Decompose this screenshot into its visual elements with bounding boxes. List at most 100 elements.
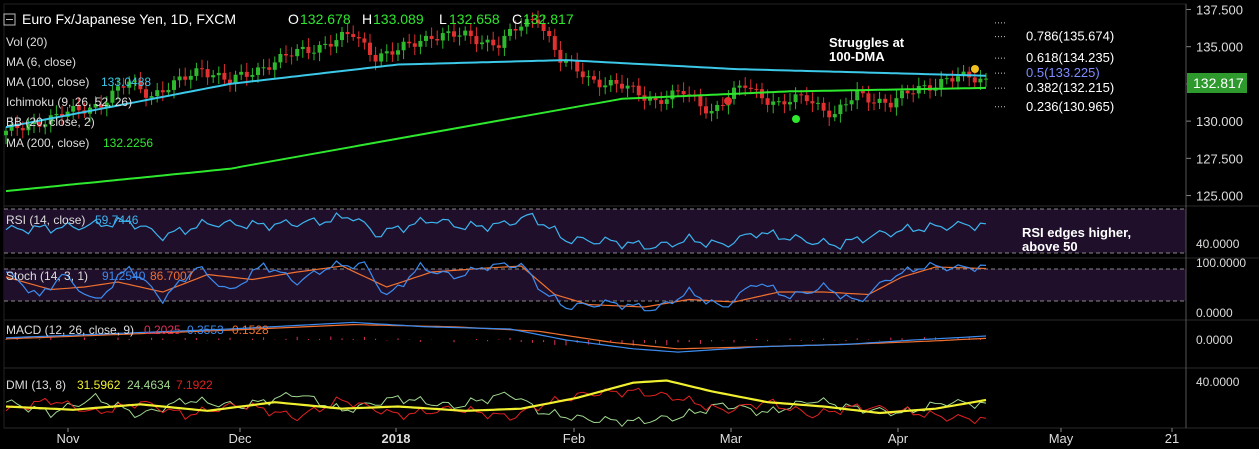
candle-body: [373, 54, 378, 62]
dmi-axis-label: 40.0000: [1196, 375, 1240, 389]
rsi-band: [4, 209, 1186, 253]
rsi-legend[interactable]: RSI (14, close): [6, 213, 85, 227]
ma200-legend[interactable]: MA (200, close): [6, 136, 89, 150]
candle-body: [407, 41, 412, 44]
fib-level-label: 0.618(134.235): [1026, 50, 1114, 65]
candle-body: [435, 39, 440, 41]
stoch-band: [4, 269, 1186, 301]
annotation-rsi-line1: RSI edges higher,: [1022, 225, 1131, 240]
candle-body: [418, 40, 423, 47]
candle-body: [552, 36, 557, 50]
dmi-plus-line: [5, 391, 987, 428]
candle-body: [20, 128, 25, 131]
stoch-legend[interactable]: Stoch (14, 3, 1): [6, 269, 88, 283]
candle-body: [295, 48, 300, 57]
candle-body: [15, 124, 20, 129]
marker-yellow-dot: [971, 65, 979, 73]
candle-body: [743, 85, 748, 88]
candle-body: [183, 76, 188, 80]
candle-body: [261, 67, 266, 69]
candle-body: [597, 79, 602, 88]
candle-body: [704, 106, 708, 114]
candle-body: [821, 102, 826, 111]
ma100-value: 133.0488: [101, 75, 151, 89]
candle-body: [888, 102, 893, 108]
candle-body: [754, 88, 759, 90]
candle-body: [664, 99, 669, 104]
macd-legend[interactable]: MACD (12, 26, close, 9): [6, 323, 134, 337]
candle-body: [144, 89, 148, 98]
candle-body: [894, 98, 899, 108]
candle-body: [956, 76, 960, 82]
candle-body: [883, 98, 888, 103]
candle-body: [300, 46, 305, 49]
candle-body: [43, 124, 48, 127]
candle-body: [502, 35, 507, 48]
candle-body: [631, 85, 636, 87]
candle-body: [250, 74, 255, 77]
candle-body: [228, 79, 232, 84]
x-axis-label: Feb: [563, 431, 585, 446]
candle-body: [345, 31, 350, 35]
macd-axis-label: 0.0000: [1196, 333, 1233, 347]
ma100-legend[interactable]: MA (100, close): [6, 75, 89, 89]
close-value: 132.817: [523, 11, 574, 27]
high-label: H: [362, 11, 372, 27]
candle-body: [446, 31, 451, 34]
candle-body: [872, 102, 876, 104]
ma6-legend[interactable]: MA (6, close): [6, 55, 76, 69]
candle-body: [715, 104, 720, 112]
candle-body: [608, 80, 613, 86]
candle-body: [452, 31, 456, 37]
ma200-value: 132.2256: [103, 136, 153, 150]
candle-body: [211, 75, 216, 78]
dmi-adx-line: [5, 379, 987, 415]
candle-body: [838, 104, 843, 115]
candle-body: [782, 101, 787, 105]
candle-body: [877, 98, 882, 103]
candle-body: [984, 78, 988, 80]
collapse-icon[interactable]: [3, 13, 16, 26]
candle-body: [233, 74, 238, 84]
dmi-legend[interactable]: DMI (13, 8): [6, 378, 66, 392]
candle-body: [636, 85, 641, 96]
candle-body: [390, 51, 395, 55]
stoch-axis-top: 100.0000: [1196, 256, 1246, 270]
vol-legend[interactable]: Vol (20): [6, 35, 47, 49]
candle-body: [648, 97, 652, 101]
last-price-value: 132.817: [1193, 75, 1244, 91]
price-axis-label: 127.500: [1196, 151, 1243, 166]
candle-body: [950, 78, 955, 82]
candle-body: [9, 124, 14, 131]
bb-legend[interactable]: BB (20, close, 2): [6, 115, 95, 129]
candle-body: [272, 62, 277, 70]
candle-body: [160, 90, 165, 93]
annotation-struggles-line1: Struggles at: [829, 35, 905, 50]
candle-body: [866, 93, 871, 103]
last-price-badge: [1187, 73, 1247, 93]
candle-body: [177, 76, 182, 81]
candle-body: [922, 85, 927, 87]
candle-body: [474, 36, 479, 45]
candle-body: [222, 72, 227, 80]
candle-body: [76, 105, 81, 111]
candle-body: [463, 30, 468, 36]
fib-level-label: 0.236(130.965): [1026, 99, 1114, 114]
dmi-adx-value: 31.5962: [77, 378, 121, 392]
candle-body: [356, 37, 361, 39]
candle-body: [194, 68, 199, 76]
candle-body: [748, 87, 753, 89]
price-axis-label: 137.500: [1196, 2, 1243, 17]
candle-body: [362, 38, 367, 43]
candle-body: [944, 78, 949, 80]
x-axis-label: 21: [1165, 431, 1179, 446]
candle-body: [116, 86, 120, 91]
rsi-axis-label: 40.0000: [1196, 237, 1240, 251]
candle-body: [558, 49, 563, 63]
dmi-minus-line: [5, 387, 987, 425]
macd-line: [5, 321, 987, 353]
candle-body: [586, 76, 591, 78]
candle-body: [127, 81, 132, 88]
ichimoku-legend[interactable]: Ichimoku (9, 26, 52, 26): [6, 95, 132, 109]
marker-green-dot: [792, 115, 800, 123]
